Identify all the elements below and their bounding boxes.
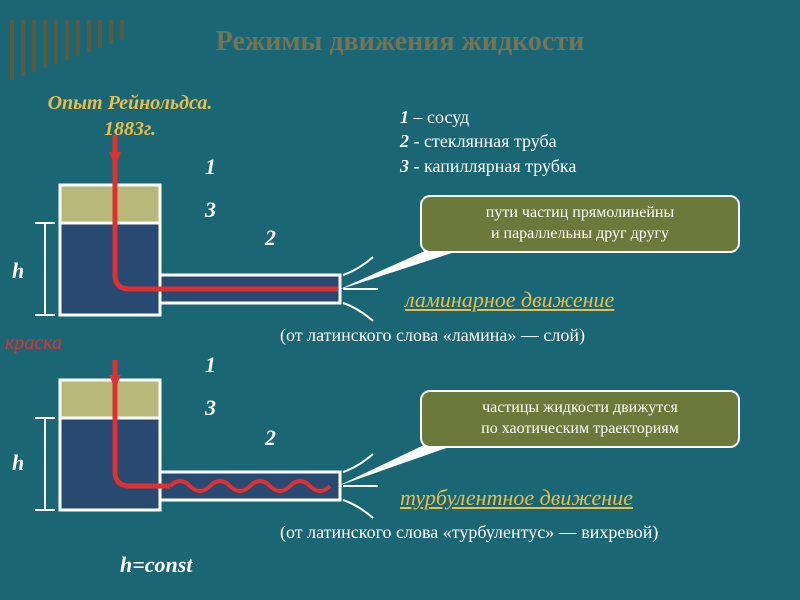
label-3-bottom: 3 [205, 395, 216, 421]
callout-laminar: пути частиц прямолинейны и параллельны д… [420, 195, 740, 253]
label-h-top: h [12, 258, 24, 284]
paint-label: краска [5, 332, 62, 355]
flowtype-laminar: ламинарное движение [405, 287, 614, 313]
label-h-const: h=const [120, 552, 192, 578]
flowdesc-turbulent: (от латинского слова «турбулентус» — вих… [280, 522, 658, 543]
label-2-top: 2 [265, 225, 276, 251]
flowdesc-laminar: (от латинского слова «ламина» — слой) [280, 325, 585, 346]
flowtype-turbulent: турбулентное движение [400, 485, 633, 511]
callout-turbulent: частицы жидкости движутся по хаотическим… [420, 390, 740, 448]
label-1-top: 1 [205, 154, 216, 180]
label-2-bottom: 2 [265, 425, 276, 451]
label-h-bottom: h [12, 450, 24, 476]
label-3-top: 3 [205, 197, 216, 223]
label-1-bottom: 1 [205, 352, 216, 378]
